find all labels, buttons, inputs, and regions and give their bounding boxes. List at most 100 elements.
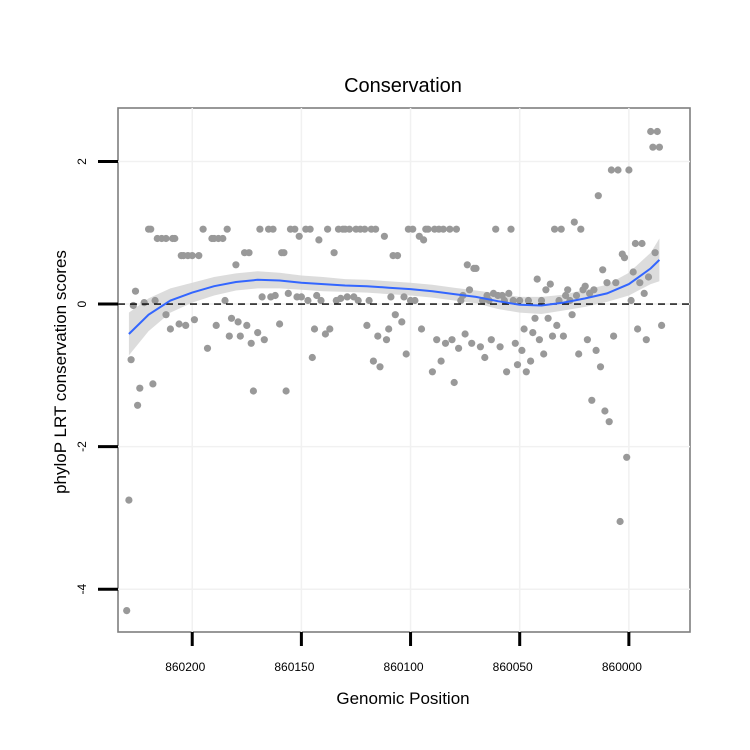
data-point-186 xyxy=(590,286,598,294)
data-point-124 xyxy=(452,225,460,233)
data-point-15 xyxy=(162,234,170,243)
data-point-95 xyxy=(380,232,388,240)
y-axis: 2 0 -2 -4 xyxy=(75,158,118,595)
data-point-44 xyxy=(247,339,255,347)
data-point-11 xyxy=(151,296,159,305)
data-point-93 xyxy=(374,332,382,340)
data-point-89 xyxy=(365,296,373,305)
data-point-113 xyxy=(424,225,432,233)
data-point-75 xyxy=(330,249,338,257)
data-point-114 xyxy=(428,368,436,376)
data-point-25 xyxy=(190,316,198,324)
data-point-67 xyxy=(308,353,316,362)
data-point-24 xyxy=(188,252,196,260)
data-point-119 xyxy=(439,225,447,233)
data-point-39 xyxy=(234,318,242,326)
data-point-43 xyxy=(245,249,253,257)
data-point-3 xyxy=(129,301,137,310)
data-point-22 xyxy=(182,321,190,329)
data-point-164 xyxy=(542,286,550,294)
data-point-130 xyxy=(465,286,474,294)
data-point-189 xyxy=(596,363,605,371)
data-point-210 xyxy=(642,336,650,344)
data-point-54 xyxy=(276,320,284,328)
data-point-72 xyxy=(321,330,329,338)
data-point-212 xyxy=(647,127,655,136)
data-point-101 xyxy=(393,252,402,260)
data-point-163 xyxy=(540,350,548,358)
data-point-134 xyxy=(476,343,484,351)
data-point-179 xyxy=(575,350,583,358)
data-point-97 xyxy=(385,325,393,333)
data-point-153 xyxy=(518,346,526,354)
data-point-125 xyxy=(455,344,463,352)
data-point-160 xyxy=(533,275,541,283)
data-point-56 xyxy=(280,249,288,257)
data-point-204 xyxy=(629,268,637,276)
data-point-156 xyxy=(524,296,533,305)
data-point-177 xyxy=(570,218,578,226)
data-point-211 xyxy=(644,273,653,281)
y-tick-label-2: -2 xyxy=(75,441,89,452)
data-point-196 xyxy=(612,279,620,287)
data-point-182 xyxy=(581,282,589,290)
y-tick-label-0: 2 xyxy=(75,158,89,165)
data-point-191 xyxy=(601,407,609,415)
data-point-174 xyxy=(564,286,572,294)
chart-title: Conservation xyxy=(344,75,462,97)
data-point-150 xyxy=(511,339,519,347)
data-point-53 xyxy=(271,291,279,300)
data-point-98 xyxy=(387,293,395,301)
data-point-94 xyxy=(376,363,384,371)
data-point-188 xyxy=(594,192,602,200)
data-point-159 xyxy=(531,314,539,322)
data-point-151 xyxy=(513,361,522,369)
data-point-185 xyxy=(588,396,596,404)
data-point-4 xyxy=(131,287,140,295)
data-point-46 xyxy=(254,329,262,337)
data-point-158 xyxy=(529,329,537,337)
data-point-107 xyxy=(409,225,417,233)
data-point-52 xyxy=(269,225,277,233)
data-point-47 xyxy=(256,225,264,233)
data-point-19 xyxy=(175,320,183,328)
data-point-206 xyxy=(634,325,642,333)
data-point-88 xyxy=(363,321,371,329)
x-axis-label: Genomic Position xyxy=(336,689,469,708)
plot-panel xyxy=(117,107,691,633)
data-point-33 xyxy=(219,234,227,243)
data-point-78 xyxy=(337,294,345,302)
data-point-148 xyxy=(507,225,515,233)
data-point-152 xyxy=(516,296,524,305)
data-point-0 xyxy=(123,607,131,615)
data-point-128 xyxy=(461,330,469,338)
data-point-162 xyxy=(537,296,546,305)
data-point-82 xyxy=(345,225,353,233)
data-point-91 xyxy=(369,357,377,365)
data-point-1 xyxy=(125,496,133,504)
data-point-27 xyxy=(199,225,207,233)
data-point-36 xyxy=(225,332,233,340)
data-point-9 xyxy=(147,225,155,233)
data-point-141 xyxy=(492,225,500,233)
data-point-120 xyxy=(441,339,450,347)
data-point-63 xyxy=(297,293,305,301)
smooth-line-group xyxy=(128,259,661,335)
data-point-69 xyxy=(313,291,321,300)
data-point-178 xyxy=(572,291,581,300)
data-point-10 xyxy=(149,380,157,388)
data-point-103 xyxy=(400,293,408,301)
data-point-131 xyxy=(468,339,476,347)
data-point-180 xyxy=(577,225,585,233)
data-point-194 xyxy=(607,166,616,174)
data-point-14 xyxy=(162,311,170,319)
data-point-62 xyxy=(295,232,303,240)
data-point-108 xyxy=(411,296,419,305)
data-point-66 xyxy=(306,225,314,233)
data-point-216 xyxy=(655,143,664,151)
data-point-2 xyxy=(127,356,135,364)
data-point-201 xyxy=(623,453,631,461)
data-point-26 xyxy=(195,252,203,260)
data-point-116 xyxy=(433,336,441,344)
data-point-176 xyxy=(568,311,576,319)
